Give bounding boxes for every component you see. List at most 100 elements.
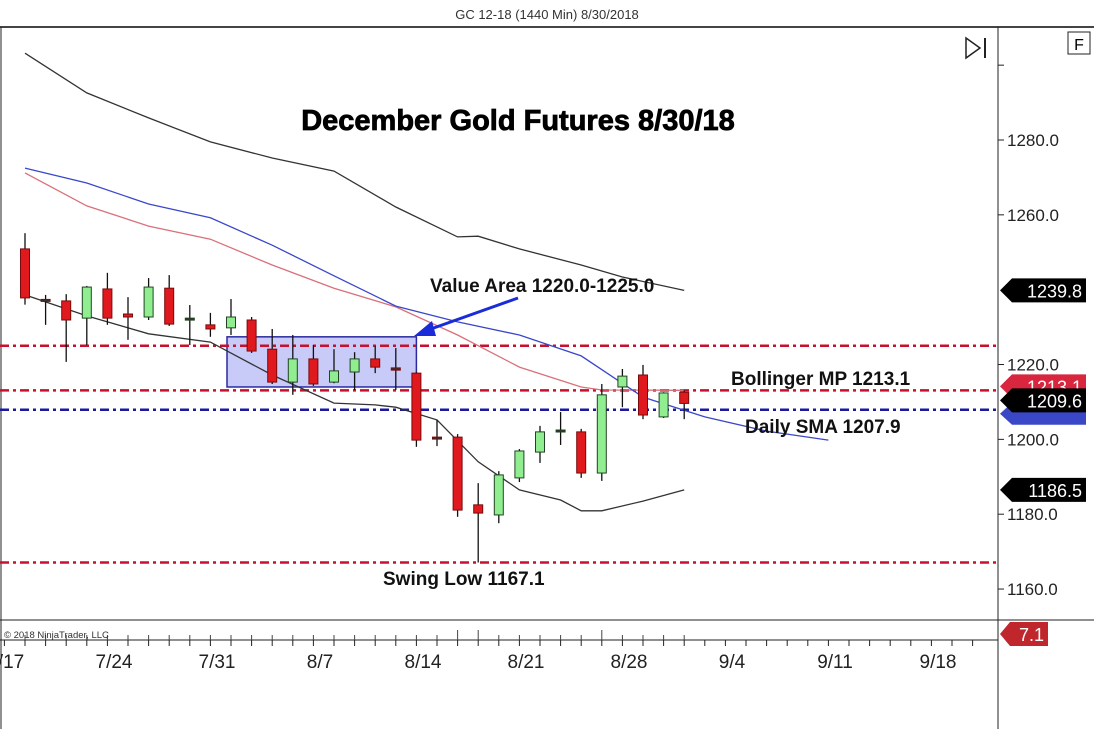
candle-body bbox=[246, 319, 257, 352]
candle bbox=[370, 346, 381, 374]
candle-body bbox=[287, 358, 298, 383]
copyright-text: © 2018 NinjaTrader, LLC bbox=[4, 630, 109, 641]
candle bbox=[493, 471, 504, 524]
candle-body bbox=[617, 375, 628, 388]
x-tick-label: 8/21 bbox=[508, 652, 545, 673]
candle-body bbox=[493, 474, 504, 516]
candle-body bbox=[329, 370, 339, 383]
candle-body bbox=[596, 394, 607, 474]
price-tag-shape bbox=[1000, 278, 1086, 303]
bollinger-annotation: Bollinger MP 1213.1 bbox=[731, 369, 911, 390]
x-tick-label: 9/11 bbox=[817, 652, 853, 673]
candle bbox=[184, 305, 195, 346]
upper-band-line bbox=[24, 52, 685, 292]
candle bbox=[61, 294, 72, 362]
candle-body bbox=[349, 358, 360, 373]
candle bbox=[617, 369, 628, 408]
svg-text:F: F bbox=[1074, 37, 1084, 54]
y-tick-label: 1220.0 bbox=[1007, 356, 1059, 375]
candle-body bbox=[638, 374, 648, 416]
y-tick-label: 1180.0 bbox=[1007, 505, 1058, 524]
candle bbox=[40, 294, 51, 325]
candle-body bbox=[514, 450, 525, 479]
candle bbox=[679, 390, 690, 420]
candle bbox=[226, 299, 236, 335]
sma-annotation: Daily SMA 1207.9 bbox=[745, 417, 901, 438]
candle bbox=[452, 434, 463, 517]
price-tag: 1186.5 bbox=[1000, 477, 1086, 502]
swing-low-annotation: Swing Low 1167.1 bbox=[383, 569, 545, 590]
candle bbox=[143, 278, 154, 320]
candle-body bbox=[40, 298, 51, 302]
candle bbox=[349, 352, 360, 390]
candle bbox=[555, 412, 566, 445]
price-tag: 1209.6 bbox=[1000, 388, 1086, 413]
candle bbox=[411, 372, 422, 447]
lower-band-line bbox=[24, 294, 685, 512]
candle bbox=[576, 428, 587, 478]
indicator-value-shape bbox=[1000, 622, 1048, 646]
x-tick-label: 8/7 bbox=[307, 652, 333, 673]
price-tag-label: 1186.5 bbox=[1028, 481, 1082, 501]
y-tick-label: 1260.0 bbox=[1007, 206, 1059, 225]
candle bbox=[205, 312, 216, 337]
candle bbox=[535, 425, 545, 463]
x-tick-label: 9/18 bbox=[920, 652, 957, 673]
y-tick-label: 1200.0 bbox=[1007, 430, 1059, 449]
candle-body bbox=[61, 300, 72, 321]
chart-title: December Gold Futures 8/30/18 bbox=[301, 105, 735, 137]
candle-body bbox=[535, 431, 545, 453]
candle bbox=[123, 297, 133, 340]
candle bbox=[246, 316, 257, 353]
candle bbox=[390, 348, 401, 390]
candle-body bbox=[370, 358, 381, 368]
candle-body bbox=[102, 288, 113, 319]
sma-line bbox=[24, 167, 829, 441]
indicator-value-label: 7.1 bbox=[1019, 625, 1044, 645]
x-tick-label: 7/31 bbox=[199, 652, 236, 673]
x-tick-label: /17 bbox=[0, 652, 24, 673]
candle bbox=[638, 364, 648, 420]
indicator-value-tag: 7.1 bbox=[1000, 622, 1048, 646]
candle-body bbox=[20, 248, 30, 299]
candle-body bbox=[205, 324, 216, 330]
value-area-annotation: Value Area 1220.0-1225.0 bbox=[430, 276, 654, 297]
candle-body bbox=[679, 391, 690, 404]
price-tag-label: 1209.6 bbox=[1027, 391, 1082, 411]
candle bbox=[473, 483, 484, 563]
candle bbox=[308, 345, 319, 386]
price-tag: 1239.8 bbox=[1000, 278, 1086, 303]
price-tag-label: 1239.8 bbox=[1027, 281, 1082, 301]
price-tag-shape bbox=[1000, 477, 1086, 502]
candle-body bbox=[390, 367, 401, 371]
candle bbox=[81, 285, 92, 346]
x-tick-label: 8/28 bbox=[611, 652, 648, 673]
candle-body bbox=[164, 287, 175, 325]
candle bbox=[287, 334, 298, 395]
skip-to-end-icon[interactable] bbox=[965, 36, 986, 60]
candle bbox=[432, 419, 442, 447]
candle bbox=[596, 383, 607, 481]
candle-body bbox=[184, 317, 195, 321]
candle bbox=[514, 449, 525, 483]
candle-body bbox=[432, 436, 442, 440]
candle-body bbox=[123, 313, 133, 318]
candle bbox=[658, 392, 669, 419]
candle-body bbox=[473, 504, 484, 514]
window-title: GC 12-18 (1440 Min) 8/30/2018 bbox=[455, 7, 639, 22]
candle-body bbox=[308, 358, 319, 385]
x-tick-label: 8/14 bbox=[405, 652, 442, 673]
candle-body bbox=[576, 431, 587, 474]
candle-body bbox=[411, 372, 422, 441]
arrow-icon bbox=[414, 296, 519, 336]
candle-body bbox=[267, 348, 278, 383]
float-button[interactable]: F bbox=[1067, 31, 1091, 55]
candle bbox=[20, 233, 30, 305]
candle-body bbox=[658, 392, 669, 418]
candle-body bbox=[226, 316, 236, 329]
candle bbox=[329, 349, 339, 384]
y-tick-label: 1280.0 bbox=[1007, 131, 1059, 150]
price-tag-shape bbox=[1000, 388, 1086, 413]
y-tick-label: 1160.0 bbox=[1007, 580, 1058, 599]
